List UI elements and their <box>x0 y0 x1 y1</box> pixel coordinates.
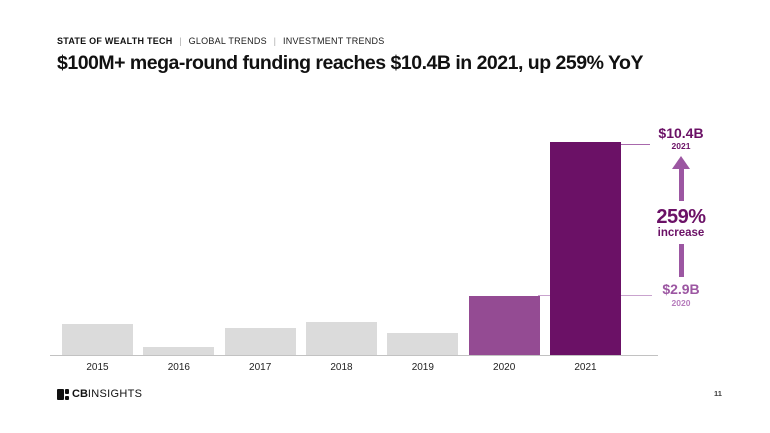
bar-2021 <box>549 142 621 355</box>
top-year-label: 2021 <box>671 141 691 151</box>
page-number: 11 <box>714 389 722 398</box>
x-tick-2021: 2021 <box>574 362 597 373</box>
percent-increase-label: increase <box>657 227 705 239</box>
breadcrumb-separator: | <box>273 36 277 46</box>
bottom-value-label: $2.9B <box>662 281 700 297</box>
cbinsights-logo-mark <box>57 389 69 400</box>
breadcrumb-subsection: INVESTMENT TRENDS <box>283 36 385 46</box>
bar-2020 <box>468 295 540 355</box>
up-arrow-tail <box>678 244 684 277</box>
top-value-label: $10.4B <box>658 125 704 141</box>
x-tick-2020: 2020 <box>493 362 516 373</box>
x-tick-2018: 2018 <box>330 362 353 373</box>
bar-2018 <box>305 322 377 355</box>
logo-text-cb: CB <box>72 388 88 400</box>
logo-mark-block <box>57 389 64 400</box>
breadcrumb: STATE OF WEALTH TECH | GLOBAL TRENDS | I… <box>57 36 384 46</box>
logo-text-insights: INSIGHTS <box>87 388 143 400</box>
breadcrumb-section: GLOBAL TRENDS <box>188 36 267 46</box>
yoy-annotation: $10.4B 2021 259% increase $2.9B 2020 <box>644 126 718 308</box>
up-arrow-icon <box>672 156 690 201</box>
logo-mark-block <box>65 389 69 394</box>
bar-2015 <box>62 324 133 355</box>
bar-2019 <box>387 332 459 355</box>
bars-group <box>62 142 621 355</box>
up-arrow-head <box>672 156 690 169</box>
logo-mark-block <box>65 395 69 400</box>
percent-increase-value: 259% <box>656 206 706 228</box>
page-title: $100M+ mega-round funding reaches $10.4B… <box>57 52 643 74</box>
ref-line-2021 <box>621 144 650 145</box>
x-tick-2019: 2019 <box>411 362 434 373</box>
x-tick-2017: 2017 <box>249 362 272 373</box>
breadcrumb-report-name: STATE OF WEALTH TECH <box>57 36 173 46</box>
x-tick-2016: 2016 <box>167 362 190 373</box>
bottom-year-label: 2020 <box>671 298 691 308</box>
up-arrow-stem <box>678 169 684 201</box>
x-axis-labels: 2015 2016 2017 2018 2019 2020 2021 <box>62 362 621 373</box>
cbinsights-logo: CBINSIGHTS <box>57 389 142 400</box>
x-tick-2015: 2015 <box>86 362 109 373</box>
cbinsights-logo-text: CBINSIGHTS <box>72 389 142 400</box>
bar-2017 <box>224 328 296 355</box>
breadcrumb-separator: | <box>179 36 182 46</box>
x-axis-line <box>50 355 658 356</box>
bar-2016 <box>143 346 215 355</box>
